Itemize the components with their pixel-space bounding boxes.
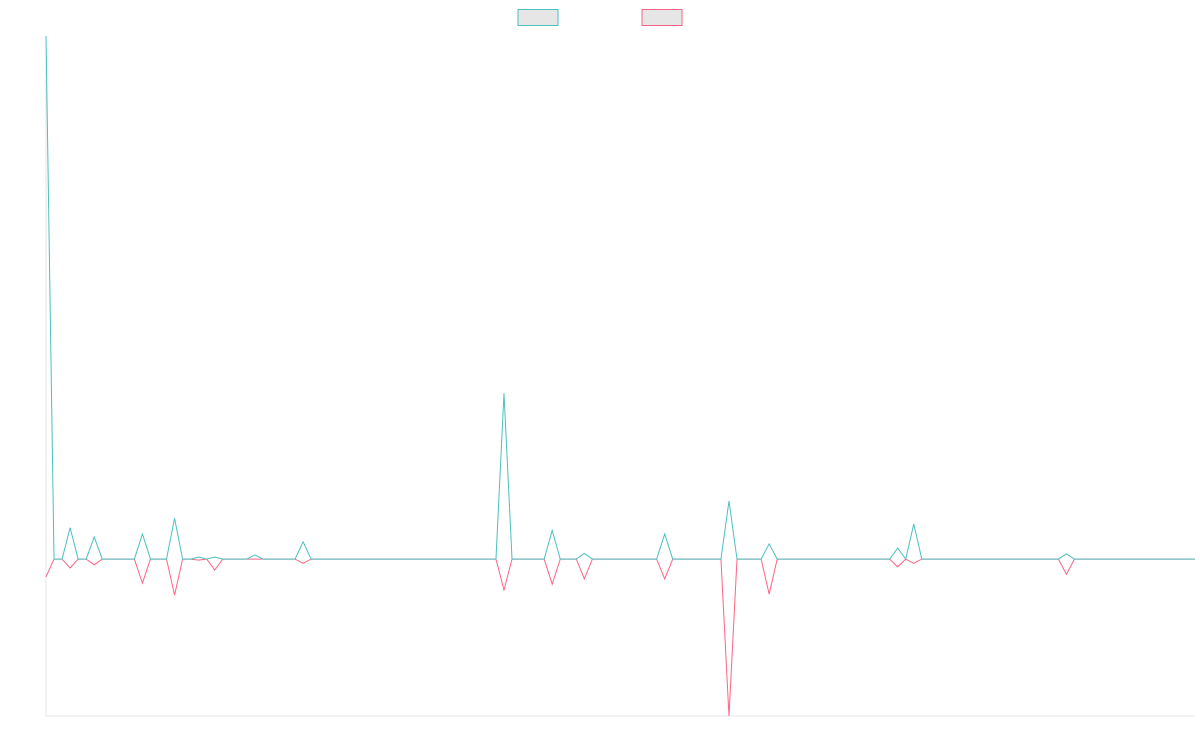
series-line bbox=[45, 558, 1195, 717]
legend-swatch bbox=[517, 9, 559, 26]
series-line bbox=[45, 35, 1195, 561]
legend-swatch bbox=[641, 9, 683, 26]
